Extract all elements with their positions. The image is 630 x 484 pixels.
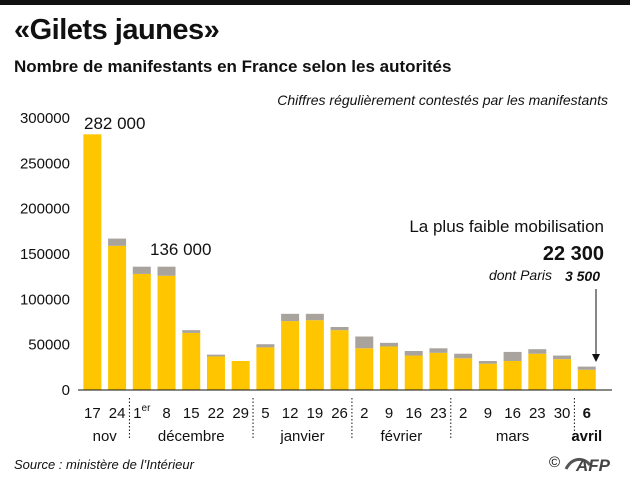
x-tick-label: 19 bbox=[306, 405, 323, 422]
top-rule bbox=[0, 0, 630, 5]
copyright-symbol: © bbox=[548, 454, 560, 471]
annotation-lowest-title: La plus faible mobilisation bbox=[409, 217, 604, 236]
chart-subtitle: Nombre de manifestants en France selon l… bbox=[14, 57, 452, 76]
bar-france bbox=[108, 245, 127, 390]
x-tick-label: 16 bbox=[504, 405, 521, 422]
y-tick-label: 150000 bbox=[20, 246, 70, 263]
bar-france bbox=[330, 330, 349, 390]
bar-france bbox=[355, 348, 374, 390]
bar-paris bbox=[132, 266, 151, 274]
x-tick-label: 1er bbox=[133, 403, 151, 422]
bar-france bbox=[132, 273, 151, 390]
bar-paris bbox=[355, 336, 374, 349]
afp-logo-icon: AFP bbox=[564, 456, 611, 475]
bar-paris bbox=[528, 349, 547, 354]
bar-france bbox=[182, 332, 201, 390]
bar-france bbox=[305, 320, 324, 390]
x-tick-label: 16 bbox=[405, 405, 422, 422]
x-tick-label: 5 bbox=[261, 405, 269, 422]
bar-paris bbox=[503, 351, 522, 361]
bar-paris bbox=[454, 353, 473, 359]
bar-france bbox=[553, 359, 572, 390]
bar-paris bbox=[157, 266, 176, 276]
month-label: avril bbox=[571, 428, 602, 445]
y-tick-label: 200000 bbox=[20, 201, 70, 218]
y-tick-label: 300000 bbox=[20, 110, 70, 127]
bar-paris bbox=[305, 313, 324, 321]
bar-france bbox=[478, 363, 497, 390]
chart-title: «Gilets jaunes» bbox=[14, 14, 220, 46]
bar-france bbox=[83, 134, 102, 390]
x-tick-label: 23 bbox=[430, 405, 447, 422]
month-label: mars bbox=[496, 428, 529, 445]
bar-paris bbox=[553, 355, 572, 360]
annotation-paris-label: dont Paris bbox=[489, 267, 552, 283]
month-label: février bbox=[381, 428, 423, 445]
source-credit: Source : ministère de l’Intérieur bbox=[14, 457, 194, 472]
annotations: 282 000 136 000 La plus faible mobilisat… bbox=[84, 114, 604, 362]
y-tick-label: 0 bbox=[62, 382, 70, 399]
bar-paris bbox=[182, 330, 201, 333]
bar-paris bbox=[281, 313, 300, 322]
annotation-arrow-head bbox=[592, 354, 600, 362]
bar-france bbox=[577, 369, 596, 390]
bar-paris bbox=[330, 326, 349, 331]
bar-france bbox=[256, 347, 275, 390]
bar-france bbox=[380, 346, 398, 390]
bar-paris bbox=[478, 360, 497, 364]
bar-paris bbox=[256, 344, 275, 348]
bar-france bbox=[157, 275, 176, 390]
bar-france bbox=[528, 353, 547, 390]
x-tick-label: 8 bbox=[162, 405, 170, 422]
bar-france bbox=[404, 355, 423, 390]
x-tick-label: 24 bbox=[109, 405, 126, 422]
x-tick-label: 29 bbox=[232, 405, 249, 422]
x-tick-label: 17 bbox=[84, 405, 101, 422]
y-tick-label: 100000 bbox=[20, 291, 70, 308]
month-label: décembre bbox=[158, 428, 225, 445]
bar-paris bbox=[206, 354, 225, 357]
x-tick-label: 26 bbox=[331, 405, 348, 422]
bar-paris bbox=[429, 348, 448, 353]
bar-france bbox=[429, 352, 448, 390]
annotation-lowest-value: 22 300 bbox=[543, 243, 604, 265]
bar-france bbox=[454, 358, 473, 390]
x-tick-label: 15 bbox=[183, 405, 200, 422]
annotation-paris-value: 3 500 bbox=[565, 268, 600, 284]
bar-france bbox=[231, 360, 250, 390]
bar-paris bbox=[380, 342, 398, 347]
x-tick-label: 30 bbox=[554, 405, 571, 422]
month-label: nov bbox=[93, 428, 118, 445]
x-tick-label: 23 bbox=[529, 405, 546, 422]
bar-france bbox=[503, 360, 522, 390]
x-tick-label: 22 bbox=[208, 405, 225, 422]
annotation-dec-8: 136 000 bbox=[150, 240, 211, 259]
afp-logo-text: AFP bbox=[575, 456, 611, 475]
annotation-peak: 282 000 bbox=[84, 114, 145, 133]
month-label: janvier bbox=[279, 428, 324, 445]
x-tick-label: 9 bbox=[484, 405, 492, 422]
bar-paris bbox=[404, 351, 423, 356]
bar-france bbox=[281, 321, 300, 390]
y-axis: 0 50000 100000 150000 200000 250000 300000 bbox=[20, 110, 70, 399]
bar-paris bbox=[577, 366, 596, 370]
x-tick-label: 12 bbox=[282, 405, 299, 422]
x-tick-label: 9 bbox=[385, 405, 393, 422]
x-tick-label: 2 bbox=[459, 405, 467, 422]
bars bbox=[83, 134, 596, 390]
bar-france bbox=[206, 356, 225, 390]
chart-note: Chiffres régulièrement contestés par les… bbox=[277, 92, 608, 108]
y-tick-label: 50000 bbox=[28, 337, 70, 354]
x-tick-label: 2 bbox=[360, 405, 368, 422]
x-tick-label: 6 bbox=[583, 405, 591, 422]
y-tick-label: 250000 bbox=[20, 155, 70, 172]
bar-paris bbox=[108, 238, 127, 246]
